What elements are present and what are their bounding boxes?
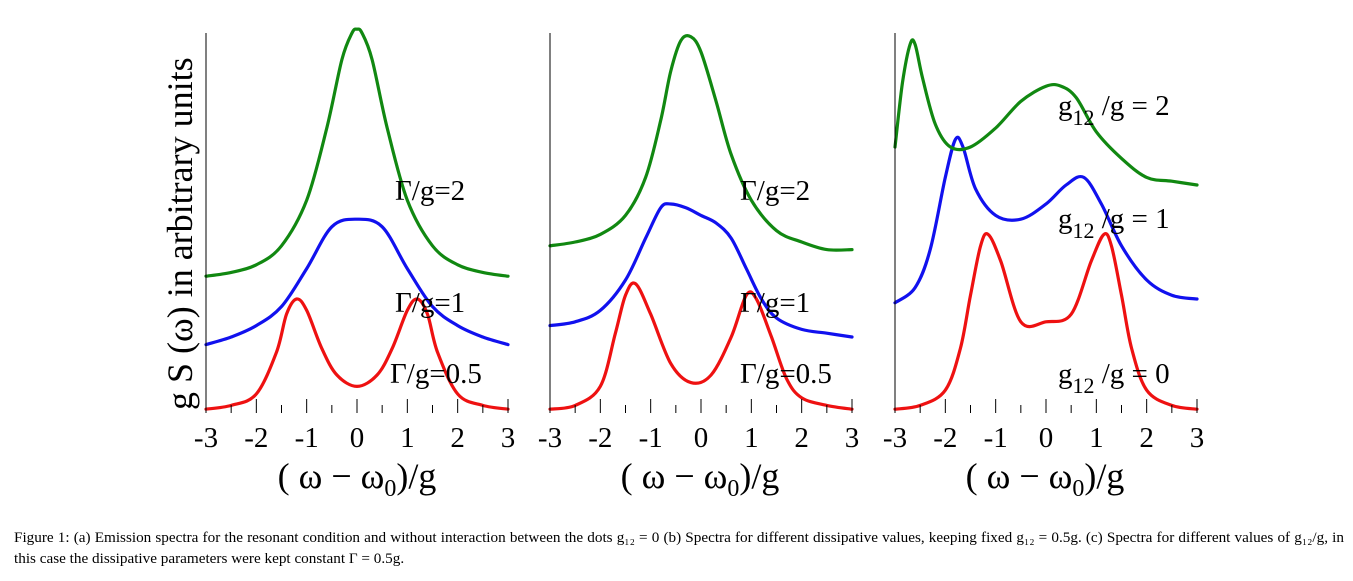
series-line-green [893, 38, 1199, 187]
label-sub: 12 [1073, 373, 1095, 398]
x-tick-label: -3 [194, 422, 218, 454]
series-line-blue [893, 135, 1199, 305]
label-rest: /g = 2 [1095, 90, 1170, 122]
series-line-blue [204, 217, 510, 347]
x-tick-label: -2 [588, 422, 612, 454]
panel-c-label-g12-2: g12 /g = 2 [1058, 90, 1170, 130]
x-title-part1: ( ω − ω [278, 456, 385, 496]
x-tick-label: -3 [883, 422, 907, 454]
figure-caption: Figure 1: (a) Emission spectra for the r… [14, 529, 1344, 567]
panel-c-label-g12-1: g12 /g = 1 [1058, 203, 1170, 243]
label-rest: /g = 1 [1095, 203, 1170, 235]
panel-a-label-gamma-2: Γ/g=2 [395, 175, 465, 207]
label-rest: /g = 0 [1095, 358, 1170, 390]
x-title-sub: 0 [384, 476, 396, 502]
x-tick-label: -2 [933, 422, 957, 454]
x-title-part1: ( ω − ω [966, 456, 1073, 496]
panel-b-label-gamma-0.5: Γ/g=0.5 [740, 358, 832, 390]
label-text: g [1058, 90, 1073, 122]
series-line-red [548, 281, 854, 411]
panel-b-curves [548, 34, 854, 411]
x-tick-label: 3 [1190, 422, 1205, 454]
x-tick-label: 1 [400, 422, 415, 454]
x-tick-label: -3 [538, 422, 562, 454]
x-tick-label: 0 [694, 422, 709, 454]
x-title-part1: ( ω − ω [621, 456, 728, 496]
x-tick-label: 0 [350, 422, 365, 454]
panel-a-label-gamma-1: Γ/g=1 [395, 287, 465, 319]
panel-a-x-axis-title: ( ω − ω0)/g [278, 456, 437, 502]
panel-a: -3 -2 -1 0 1 2 3 Γ/g=2 Γ/g=1 Γ/g=0.5 ( ω − ω0)… [194, 27, 515, 502]
x-tick-label: -1 [984, 422, 1008, 454]
panel-c-x-axis-title: ( ω − ω0)/g [966, 456, 1125, 502]
series-line-red [893, 232, 1199, 411]
series-line-green [548, 34, 854, 252]
panel-a-curves [204, 27, 510, 411]
panel-c: -3 -2 -1 0 1 2 3 g12 /g = 2 g12 /g = 1 g12 /g … [883, 33, 1204, 502]
x-tick-label: 0 [1039, 422, 1054, 454]
panel-b-ticks: -3 -2 -1 0 1 2 3 [538, 33, 859, 454]
x-tick-label: -1 [639, 422, 663, 454]
x-title-sub: 0 [727, 476, 739, 502]
panel-b: -3 -2 -1 0 1 2 3 Γ/g=2 Γ/g=1 Γ/g=0.5 ( ω − ω0)… [538, 33, 859, 502]
x-tick-label: 3 [501, 422, 516, 454]
x-tick-label: -2 [244, 422, 268, 454]
series-line-red [204, 297, 510, 411]
label-text: g [1058, 358, 1073, 390]
panel-a-label-gamma-0.5: Γ/g=0.5 [390, 358, 482, 390]
figure: g S (ω) in arbitrary units -3 -2 -1 0 1 2 3 Γ/… [160, 27, 1204, 502]
x-title-part2: )/g [739, 456, 779, 496]
label-text: g [1058, 203, 1073, 235]
x-title-part2: )/g [396, 456, 436, 496]
panel-b-label-gamma-2: Γ/g=2 [740, 175, 810, 207]
panel-c-label-g12-0: g12 /g = 0 [1058, 358, 1170, 398]
x-tick-label: -1 [295, 422, 319, 454]
label-sub: 12 [1073, 105, 1095, 130]
x-tick-label: 3 [845, 422, 860, 454]
series-line-green [204, 27, 510, 278]
x-tick-label: 2 [1139, 422, 1154, 454]
x-tick-label: 1 [744, 422, 759, 454]
panel-a-ticks: -3 -2 -1 0 1 2 3 [194, 33, 515, 454]
panel-c-curves [893, 38, 1199, 411]
x-tick-label: 1 [1089, 422, 1104, 454]
panel-b-x-axis-title: ( ω − ω0)/g [621, 456, 780, 502]
panel-b-label-gamma-1: Γ/g=1 [740, 287, 810, 319]
x-title-sub: 0 [1072, 476, 1084, 502]
x-tick-label: 2 [794, 422, 809, 454]
series-line-blue [548, 202, 854, 339]
x-title-part2: )/g [1084, 456, 1124, 496]
y-axis-label: g S (ω) in arbitrary units [160, 57, 200, 410]
label-sub: 12 [1073, 218, 1095, 243]
panel-c-ticks: -3 -2 -1 0 1 2 3 [883, 33, 1204, 454]
x-tick-label: 2 [450, 422, 465, 454]
